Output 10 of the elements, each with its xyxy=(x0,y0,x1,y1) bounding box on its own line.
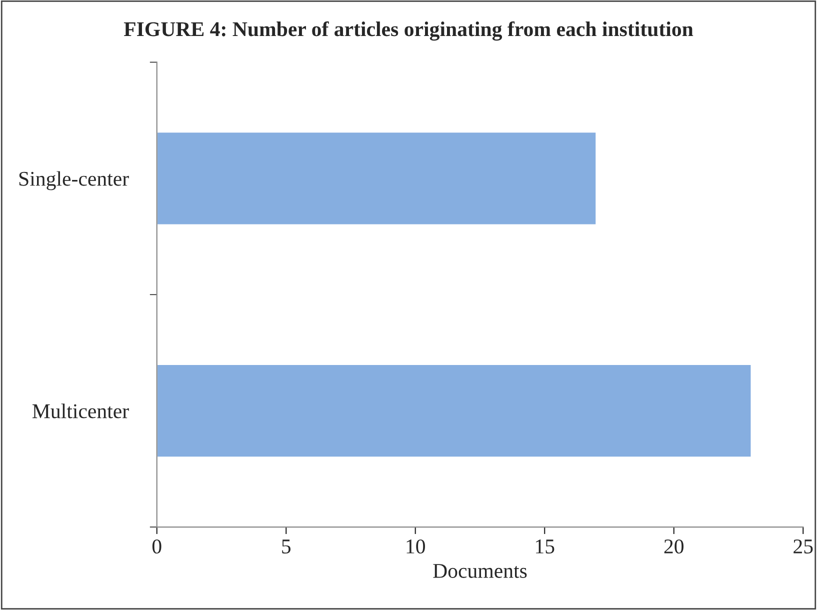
x-tick-label: 20 xyxy=(664,539,684,554)
x-tick-label: 15 xyxy=(536,540,554,554)
chart-title: FIGURE 4: Number of articles originating from each institution xyxy=(124,21,694,41)
x-tick-label: 5 xyxy=(282,540,291,554)
x-tick-label: 25 xyxy=(794,540,813,554)
x-axis-title: Documents xyxy=(433,564,527,578)
y-tick-label: Single-center xyxy=(19,171,129,190)
x-tick-label: 10 xyxy=(406,539,425,554)
y-tick-label: Multicenter xyxy=(32,404,129,418)
x-tick-label: 0 xyxy=(152,539,162,554)
